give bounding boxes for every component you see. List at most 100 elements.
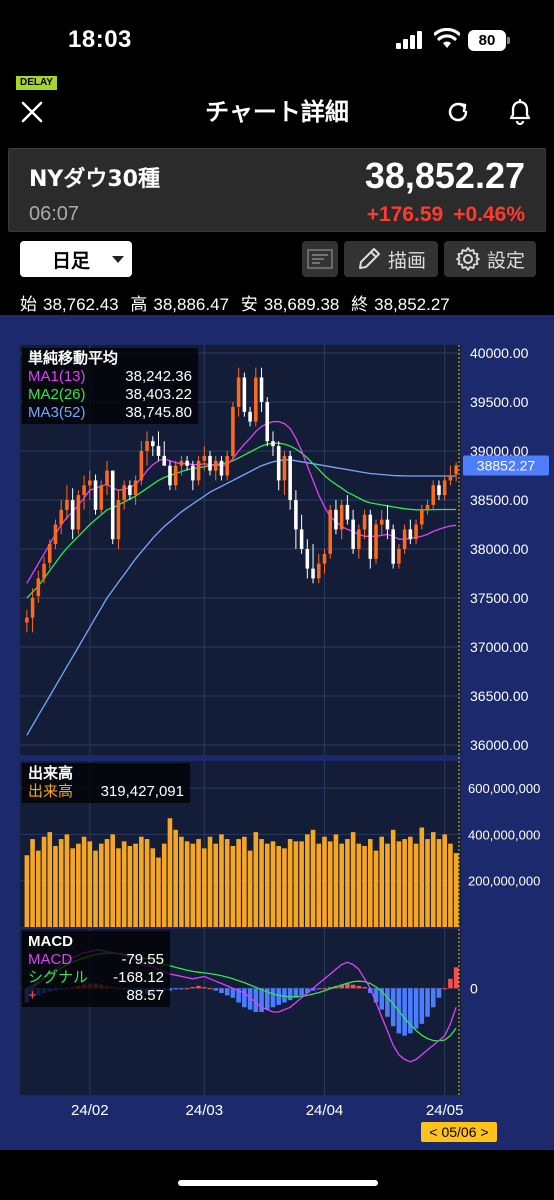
date-cursor-tag: [421, 1122, 497, 1142]
y-tick-label: 39000.00: [470, 443, 529, 459]
volume-legend-row: 出来高 319,427,091: [28, 783, 184, 801]
macd-histogram-bar: [264, 988, 270, 1010]
volume-bar: [453, 853, 459, 927]
chart-area[interactable]: 24/02 24/03 24/04 24/05 40000.00 39500.00 3900…: [0, 315, 554, 1150]
cellular-signal-icon: [396, 31, 422, 49]
settings-button-label: 設定: [486, 249, 525, 272]
candle-body: [25, 617, 29, 623]
candle-body: [379, 519, 384, 525]
ma1-line: [26, 420, 457, 584]
change-value: +176.59: [366, 203, 444, 226]
close-button[interactable]: [14, 94, 50, 130]
macd-histogram-bar: [379, 988, 385, 1010]
low-label: 安: [240, 295, 258, 314]
y-tick-label: 38500.00: [470, 492, 529, 508]
chart-canvas[interactable]: 24/02 24/03 24/04 24/05 40000.00 39500.00 3900…: [0, 315, 554, 1150]
candle-body: [397, 549, 401, 564]
volume-bar: [213, 843, 219, 927]
volume-bar: [270, 841, 276, 927]
volume-bar: [133, 843, 138, 927]
macd-histogram-bar: [390, 988, 396, 1027]
macd-histogram-bar: [305, 988, 310, 994]
candle-body: [448, 475, 453, 481]
draw-button[interactable]: 描画: [344, 241, 438, 277]
macd-histogram-bar: [442, 988, 447, 990]
volume-bar: [30, 839, 35, 927]
chevron-down-icon: [112, 256, 124, 263]
candle-body: [311, 568, 315, 579]
low-value: 38,689.38: [263, 295, 340, 314]
ma3-line: [26, 459, 457, 736]
x-tick-label: 24/04: [306, 1102, 344, 1119]
pencil-icon: [358, 248, 380, 269]
quote-time: 06:07: [29, 203, 80, 225]
macd-histogram-bar: [367, 988, 373, 994]
macd-legend-row: +88.57: [28, 987, 164, 1005]
macd-histogram-bar: [356, 985, 362, 989]
volume-bar: [276, 846, 281, 927]
period-select[interactable]: 日足: [20, 241, 132, 277]
volume-bar: [219, 834, 224, 927]
candle-body: [334, 509, 338, 530]
macd-histogram-bar: [453, 967, 459, 989]
candle-body: [271, 441, 275, 447]
current-price-tag-label: 38852.27: [477, 458, 536, 474]
volume-bar: [379, 836, 385, 927]
candle-body: [53, 524, 58, 545]
bell-icon: [509, 99, 531, 125]
x-tick-label: 24/05: [426, 1102, 464, 1119]
macd-histogram-bar: [242, 988, 247, 1008]
volume-bar: [322, 836, 327, 927]
volume-bar: [362, 846, 367, 927]
volume-bar: [161, 843, 167, 927]
volume-bar: [242, 836, 247, 927]
volume-bar: [247, 850, 253, 927]
volume-bar: [110, 834, 116, 927]
volume-bar: [24, 855, 30, 927]
macd-histogram-bar: [362, 987, 367, 989]
x-tick-label: 24/02: [71, 1102, 109, 1119]
indicator-list-button[interactable]: [302, 241, 338, 277]
current-price: 38,852.27: [364, 155, 525, 196]
candle-body: [191, 465, 195, 481]
ma-legend-label: MA2(26): [28, 386, 86, 403]
y-tick-label: 37500.00: [470, 590, 529, 606]
volume-bar: [385, 843, 390, 927]
volume-bar: [310, 829, 316, 927]
macd-histogram-bar: [207, 988, 213, 990]
volume-bar: [396, 841, 402, 927]
status-bar: 18:03 80: [0, 0, 554, 70]
macd-histogram-bar: [196, 985, 201, 989]
close-label: 終: [351, 295, 369, 314]
candle-body: [345, 504, 350, 520]
macd-histogram-bar: [419, 988, 425, 1024]
volume-bar: [282, 848, 287, 927]
battery-tip: [507, 37, 510, 44]
quote-panel: NYダウ30種 38,852.27 06:07 +176.59 +0.46%: [8, 148, 546, 232]
alert-button[interactable]: [502, 94, 538, 130]
y-tick-label: 38000.00: [470, 541, 529, 557]
candle-body: [156, 446, 161, 456]
candle-body: [408, 529, 413, 540]
candle-body: [402, 529, 407, 549]
macd-histogram-bar: [276, 988, 281, 1005]
macd-histogram-bar: [316, 988, 322, 990]
volume-bar: [41, 836, 47, 927]
candle-body: [145, 441, 149, 451]
volume-bar: [116, 848, 121, 927]
candle-body: [202, 455, 207, 461]
candle-body: [357, 529, 361, 549]
y-tick-label: 37000.00: [470, 639, 529, 655]
macd-histogram-bar: [236, 988, 241, 1003]
volume-bar: [287, 839, 293, 927]
macd-histogram-bar: [448, 978, 453, 989]
candle-body: [70, 500, 75, 530]
macd-histogram-bar: [259, 988, 264, 1012]
settings-button[interactable]: 設定: [444, 241, 536, 277]
refresh-button[interactable]: [440, 94, 476, 130]
candle-body: [259, 377, 264, 402]
candle-body: [59, 509, 63, 525]
ma2-line: [26, 442, 457, 599]
home-indicator: [178, 1180, 378, 1186]
period-select-label: 日足: [52, 249, 91, 272]
